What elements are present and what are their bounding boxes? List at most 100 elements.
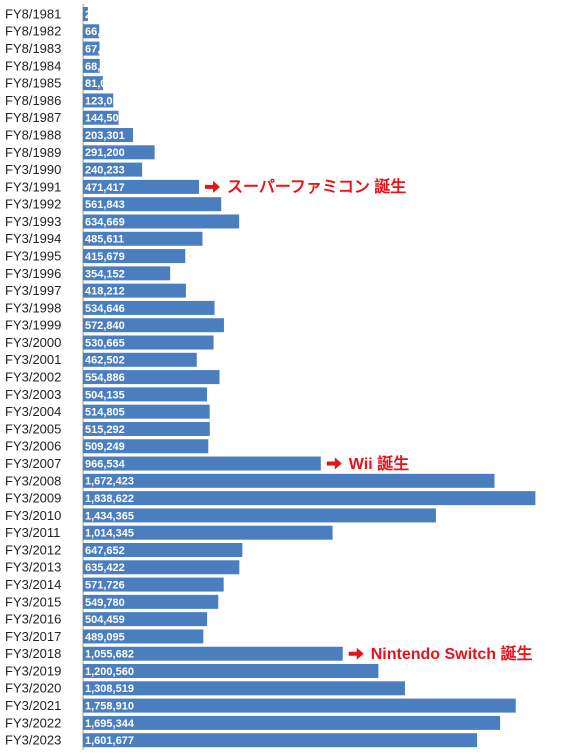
- bar-label-clip: 1,672,423: [85, 476, 134, 488]
- value-label: 1,200,560: [85, 666, 134, 678]
- category-label: FY3/1991: [5, 179, 61, 194]
- bar: [83, 283, 186, 298]
- bar: [83, 318, 224, 333]
- value-label: 418,212: [85, 286, 125, 298]
- value-label: 561,843: [85, 199, 125, 211]
- category-label: FY8/1988: [5, 127, 61, 142]
- bar-label-clip: 966,534: [85, 458, 126, 470]
- bar-label-clip: 554,886: [85, 372, 125, 384]
- bar-label-clip: 240,233: [85, 165, 125, 177]
- value-label: 504,135: [85, 389, 125, 401]
- bar-label-clip: 1,838,622: [85, 493, 134, 505]
- category-label: FY3/2014: [5, 577, 61, 592]
- annotation: スーパーファミコン 誕生: [227, 177, 406, 196]
- bar: [83, 179, 199, 194]
- bar: [83, 76, 103, 91]
- bar-label-clip: 144,500: [85, 113, 125, 125]
- bar: [83, 560, 240, 575]
- value-label: 1,014,345: [85, 528, 134, 540]
- value-label: 514,805: [85, 407, 125, 419]
- bar: [83, 24, 100, 39]
- bar: [83, 41, 100, 56]
- bar: [83, 145, 155, 160]
- bar-label-clip: 504,135: [85, 389, 125, 401]
- value-label: 1,672,423: [85, 476, 134, 488]
- bar-label-clip: 123,000: [85, 95, 125, 107]
- bar-label-clip: 20,000: [85, 9, 88, 21]
- bar: [83, 733, 478, 748]
- category-label: FY3/1997: [5, 283, 61, 298]
- bar-label-clip: 354,152: [85, 268, 125, 280]
- bar-label-clip: 81,000: [85, 78, 119, 90]
- bar: [83, 421, 210, 436]
- value-label: 240,233: [85, 165, 125, 177]
- value-label: 572,840: [85, 320, 125, 332]
- bar-label-clip: 489,095: [85, 631, 125, 643]
- value-label: 1,055,682: [85, 649, 134, 661]
- bar-label-clip: 67,000: [85, 43, 99, 55]
- value-label: 634,669: [85, 216, 125, 228]
- bar: [83, 594, 219, 609]
- bar: [83, 715, 501, 730]
- value-label: 291,200: [85, 147, 125, 159]
- annotation: Nintendo Switch 誕生: [371, 644, 533, 663]
- annotation-arrow: [348, 647, 364, 660]
- bar: [83, 249, 186, 264]
- category-label: FY3/1992: [5, 197, 61, 212]
- bar: [83, 93, 114, 108]
- bar: [83, 266, 171, 281]
- bar: [83, 335, 214, 350]
- value-label: 1,601,677: [85, 735, 134, 747]
- value-label: 554,886: [85, 372, 125, 384]
- bar-label-clip: 485,611: [85, 234, 124, 246]
- category-label: FY3/2023: [5, 733, 61, 748]
- bar: [83, 439, 209, 454]
- category-label: FY3/2017: [5, 629, 61, 644]
- bar-label-clip: 291,200: [85, 147, 125, 159]
- category-label: FY3/2000: [5, 335, 61, 350]
- value-label: 530,665: [85, 337, 125, 349]
- category-label: FY3/1994: [5, 231, 61, 246]
- category-label: FY8/1983: [5, 41, 61, 56]
- value-label: 647,652: [85, 545, 125, 557]
- category-label: FY8/1982: [5, 24, 61, 39]
- category-label: FY3/1995: [5, 248, 61, 263]
- bar: [83, 387, 208, 402]
- category-label: FY3/2018: [5, 646, 61, 661]
- annotation: Wii 誕生: [349, 454, 409, 473]
- bar-label-clip: 203,301: [85, 130, 125, 142]
- bar: [83, 197, 222, 212]
- bar: [83, 698, 516, 713]
- value-label: 471,417: [85, 182, 125, 194]
- value-label: 571,726: [85, 579, 125, 591]
- bar: [83, 370, 220, 385]
- category-label: FY3/2003: [5, 387, 61, 402]
- bar: [83, 110, 119, 125]
- value-label: 144,500: [85, 113, 125, 125]
- value-label: 123,000: [85, 95, 125, 107]
- bar-label-clip: 515,292: [85, 424, 125, 436]
- bar: [83, 646, 343, 661]
- bar-label-clip: 634,669: [85, 216, 125, 228]
- bar-label-clip: 509,249: [85, 441, 125, 453]
- value-label: 509,249: [85, 441, 125, 453]
- value-label: 504,459: [85, 614, 125, 626]
- value-label: 489,095: [85, 631, 125, 643]
- value-label: 68,000: [85, 61, 119, 73]
- bar-label-clip: 471,417: [85, 182, 125, 194]
- category-label: FY3/1993: [5, 214, 61, 229]
- value-label: 203,301: [85, 130, 125, 142]
- value-label: 1,695,344: [85, 718, 135, 730]
- bar-label-clip: 534,646: [85, 303, 125, 315]
- category-label: FY3/2004: [5, 404, 61, 419]
- bar: [83, 352, 197, 367]
- value-label: 515,292: [85, 424, 125, 436]
- bar-label-clip: 1,308,519: [85, 683, 134, 695]
- value-label: 415,679: [85, 251, 125, 263]
- category-label: FY3/1998: [5, 300, 61, 315]
- category-label: FY8/1981: [5, 6, 61, 21]
- value-label: 81,000: [85, 78, 119, 90]
- category-label: FY3/2020: [5, 681, 61, 696]
- category-label: FY3/2012: [5, 542, 61, 557]
- category-label: FY3/2009: [5, 491, 61, 506]
